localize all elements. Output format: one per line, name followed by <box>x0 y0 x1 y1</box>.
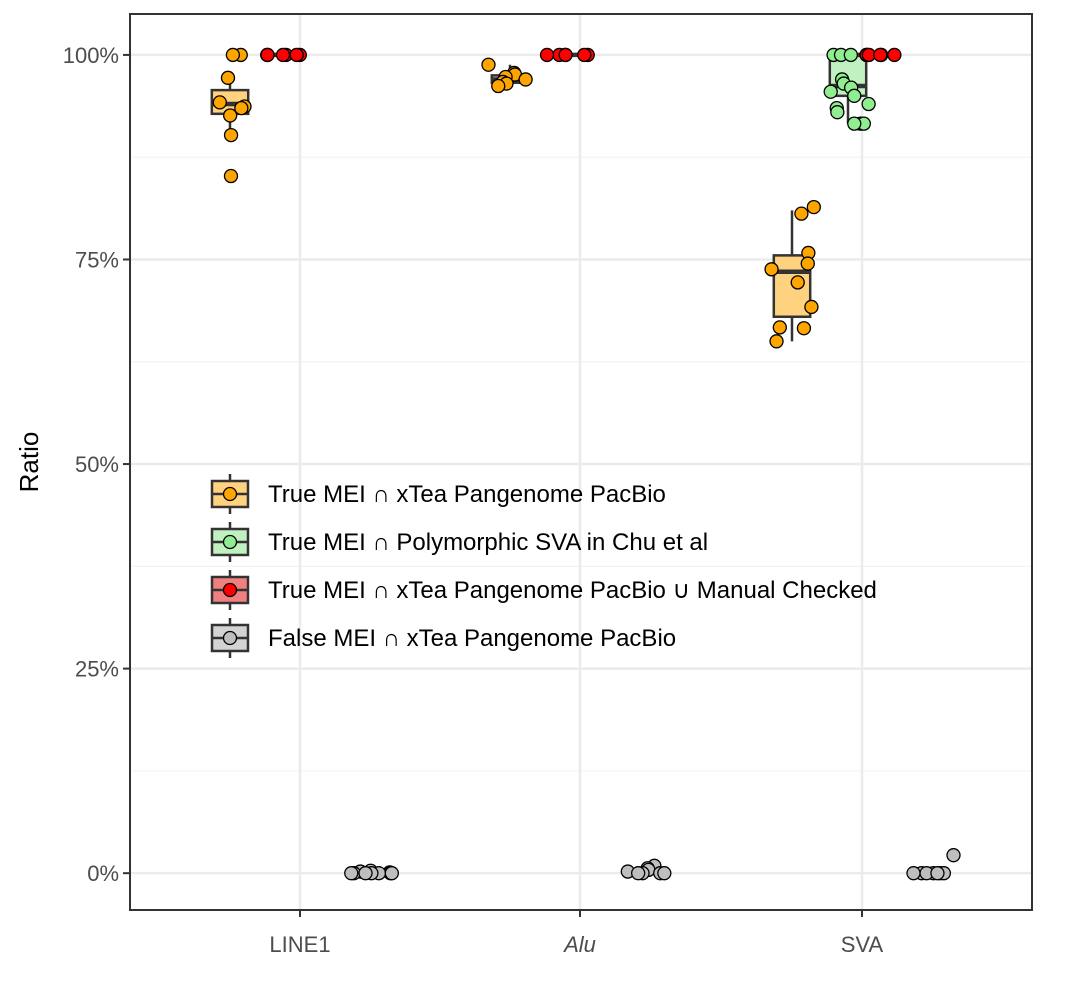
data-point <box>384 866 399 881</box>
y-tick-label: 75% <box>75 247 119 272</box>
legend-key-point <box>222 582 238 598</box>
data-point <box>769 334 784 349</box>
data-point <box>946 848 961 863</box>
data-point <box>344 866 359 881</box>
data-point <box>847 116 862 131</box>
data-point <box>847 88 862 103</box>
axis-layer: 0% 25% 50% 75% 100% LINE1 Alu SVA <box>63 43 884 957</box>
data-point <box>558 47 573 63</box>
data-point <box>906 866 921 881</box>
y-tick-label: 25% <box>75 657 119 682</box>
data-point <box>577 47 592 63</box>
data-point <box>823 84 838 99</box>
data-point <box>212 95 227 110</box>
legend: True MEI ∩ xTea Pangenome PacBio True MEI… <box>210 474 877 658</box>
x-tick-label: SVA <box>841 932 884 957</box>
x-tick-label: LINE1 <box>269 932 330 957</box>
data-point <box>794 206 809 221</box>
data-point <box>796 321 812 336</box>
data-point <box>861 96 876 112</box>
legend-label: True MEI ∩ Polymorphic SVA in Chu et al <box>268 529 708 556</box>
x-tick-label: Alu <box>562 932 596 957</box>
data-point <box>887 47 902 63</box>
data-point <box>491 78 506 94</box>
data-point <box>806 199 821 215</box>
data-point <box>223 127 239 143</box>
data-point <box>830 105 845 120</box>
point-layer <box>212 47 961 881</box>
y-tick-label: 100% <box>63 43 119 68</box>
data-point <box>220 70 236 85</box>
data-point <box>275 47 291 63</box>
data-point <box>800 256 815 271</box>
y-tick-label: 50% <box>75 452 119 477</box>
data-point <box>764 262 779 277</box>
data-point <box>804 299 819 315</box>
data-point <box>358 866 373 881</box>
data-point <box>657 866 672 881</box>
y-tick-label: 0% <box>87 861 119 886</box>
data-point <box>772 320 787 335</box>
data-point <box>790 275 805 290</box>
legend-key-point <box>222 630 238 646</box>
legend-key-point <box>222 534 238 550</box>
data-point <box>234 100 249 116</box>
data-point <box>539 47 555 63</box>
data-point <box>225 47 241 63</box>
data-point <box>843 47 859 63</box>
legend-label: True MEI ∩ xTea Pangenome PacBio ∪ Manua… <box>268 577 877 604</box>
data-point <box>223 168 239 184</box>
legend-label: False MEI ∩ xTea Pangenome PacBio <box>268 625 676 652</box>
legend-label: True MEI ∩ xTea Pangenome PacBio <box>268 481 666 508</box>
data-point <box>223 108 238 123</box>
data-point <box>518 72 533 87</box>
legend-key-point <box>222 486 238 502</box>
data-point <box>873 47 888 63</box>
data-point <box>481 57 496 72</box>
y-axis-title: Ratio <box>14 432 44 493</box>
data-point <box>289 47 304 63</box>
data-point <box>930 866 945 881</box>
data-point <box>631 866 646 881</box>
data-point <box>260 47 275 63</box>
